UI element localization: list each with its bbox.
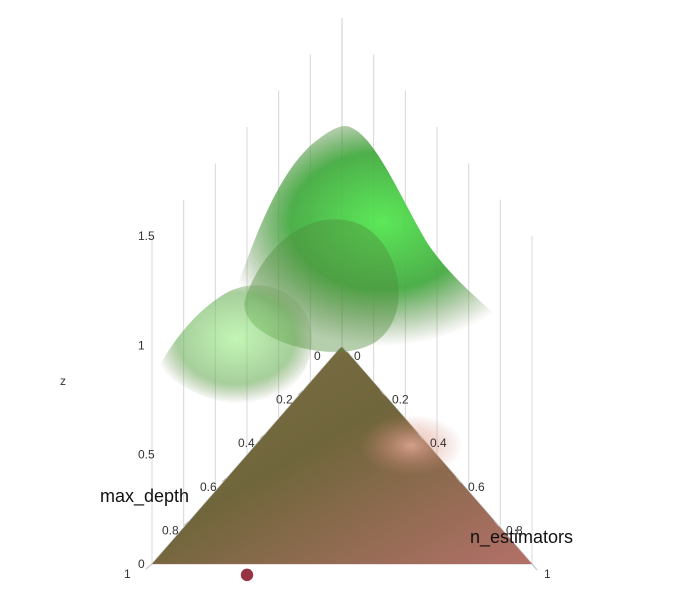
- max-depth-tick-mark: [145, 563, 153, 570]
- max-depth-tick-mark: [259, 432, 267, 439]
- max-depth-tick-label: 0.8: [162, 523, 179, 537]
- max-depth-tick-mark: [183, 520, 191, 526]
- max-depth-tick-mark: [297, 389, 305, 395]
- max-depth-tick-label: 1: [124, 567, 131, 581]
- max-depth-tick-mark: [221, 476, 229, 483]
- n-estimators-tick-mark: [341, 345, 348, 353]
- n-estimators-tick-label: 0.8: [506, 523, 523, 537]
- n-estimators-tick-mark: [493, 520, 500, 527]
- n-estimators-tick-label: 1: [544, 567, 551, 581]
- z-tick-label: 0: [138, 557, 145, 571]
- surface-peak-region: [231, 125, 532, 353]
- n-estimators-tick-mark: [455, 476, 462, 484]
- y-axis-title: max_depth: [100, 486, 189, 507]
- z-axis-title: z: [60, 374, 66, 388]
- secondary-bulb-region: [160, 285, 312, 404]
- max-depth-tick-mark: [335, 345, 343, 352]
- surface-base: [152, 346, 532, 564]
- highlight-point: [240, 568, 254, 582]
- n-estimators-tick-label: 0.4: [430, 436, 447, 450]
- max-depth-tick-label: 0: [314, 349, 321, 363]
- z-tick-label: 0.5: [138, 448, 155, 462]
- labels-layer: n_estimators max_depth z: [60, 374, 573, 548]
- z-tick-label: 1: [138, 338, 145, 352]
- surface-layer: [152, 125, 532, 582]
- n-estimators-tick-mark: [417, 432, 424, 440]
- n-estimators-tick-label: 0.2: [392, 393, 409, 407]
- max-depth-tick-label: 0.2: [276, 393, 293, 407]
- max-depth-tick-label: 0.4: [238, 436, 255, 450]
- n-estimators-tick-mark: [379, 389, 386, 396]
- n-estimators-tick-mark: [531, 563, 538, 571]
- n-estimators-tick-label: 0: [354, 349, 361, 363]
- x-axis-title: n_estimators: [470, 527, 573, 548]
- z-tick-label: 1.5: [138, 229, 155, 243]
- n-estimators-tick-label: 0.6: [468, 480, 485, 494]
- lower-highlight-region: [359, 414, 463, 477]
- max-depth-tick-label: 0.6: [200, 480, 217, 494]
